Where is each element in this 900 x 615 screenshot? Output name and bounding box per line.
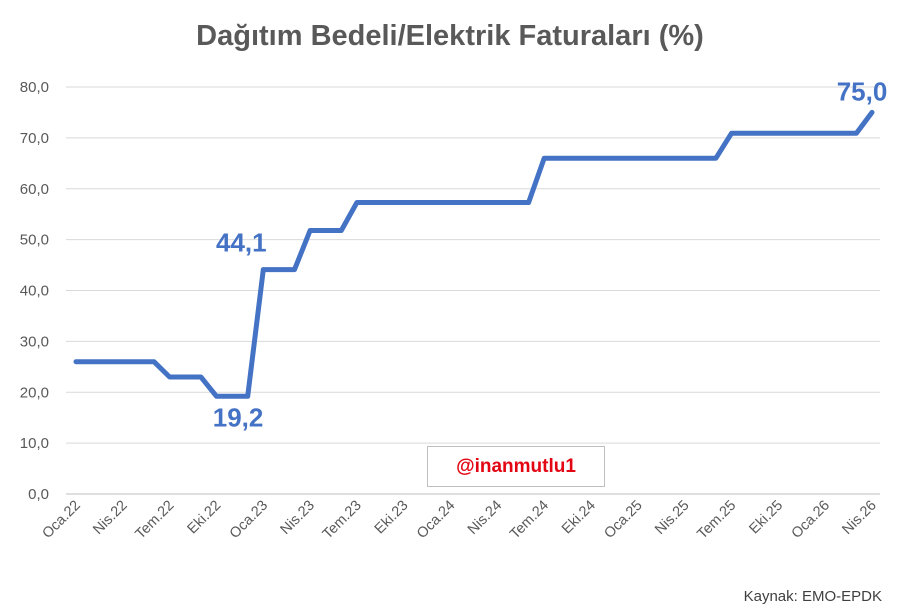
x-tick-label: Eki.24 (559, 498, 599, 538)
y-tick-label: 60,0 (20, 181, 49, 198)
x-tick-label: Eki.22 (184, 498, 224, 538)
x-tick-label: Tem.24 (507, 498, 552, 543)
x-tick-label: Nis.24 (465, 498, 505, 538)
series-line (73, 109, 875, 399)
y-tick-label: 20,0 (20, 384, 49, 401)
x-tick-label: Oca.26 (789, 498, 833, 542)
x-tick-label: Nis.25 (652, 498, 692, 538)
x-tick-label: Nis.26 (839, 498, 879, 538)
x-tick-label: Eki.23 (372, 498, 412, 538)
watermark-text: @inanmutlu1 (456, 455, 576, 477)
y-tick-label: 30,0 (20, 333, 49, 350)
y-tick-label: 50,0 (20, 232, 49, 249)
y-tick-label: 10,0 (20, 435, 49, 452)
x-tick-label: Tem.23 (320, 498, 365, 543)
source-note: Kaynak: EMO-EPDK (743, 588, 882, 605)
x-tick-label: Tem.22 (133, 498, 178, 543)
x-tick-label: Eki.25 (746, 498, 786, 538)
watermark-box: @inanmutlu1 (427, 446, 605, 487)
data-label: 75,0 (837, 76, 888, 106)
y-tick-label: 40,0 (20, 283, 49, 300)
x-tick-label: Oca.22 (39, 498, 83, 542)
y-tick-label: 70,0 (20, 130, 49, 147)
y-tick-label: 80,0 (20, 79, 49, 96)
x-tick-label: Nis.22 (90, 498, 130, 538)
x-tick-label: Oca.23 (227, 498, 271, 542)
y-tick-label: 0,0 (28, 486, 49, 503)
x-tick-label: Nis.23 (278, 498, 318, 538)
data-label: 44,1 (216, 228, 267, 258)
chart-title: Dağıtım Bedeli/Elektrik Faturaları (%) (196, 20, 704, 52)
x-tick-label: Tem.25 (694, 498, 739, 543)
x-tick-label: Oca.24 (414, 498, 458, 542)
data-label: 19,2 (213, 402, 264, 432)
x-tick-label: Oca.25 (601, 498, 645, 542)
